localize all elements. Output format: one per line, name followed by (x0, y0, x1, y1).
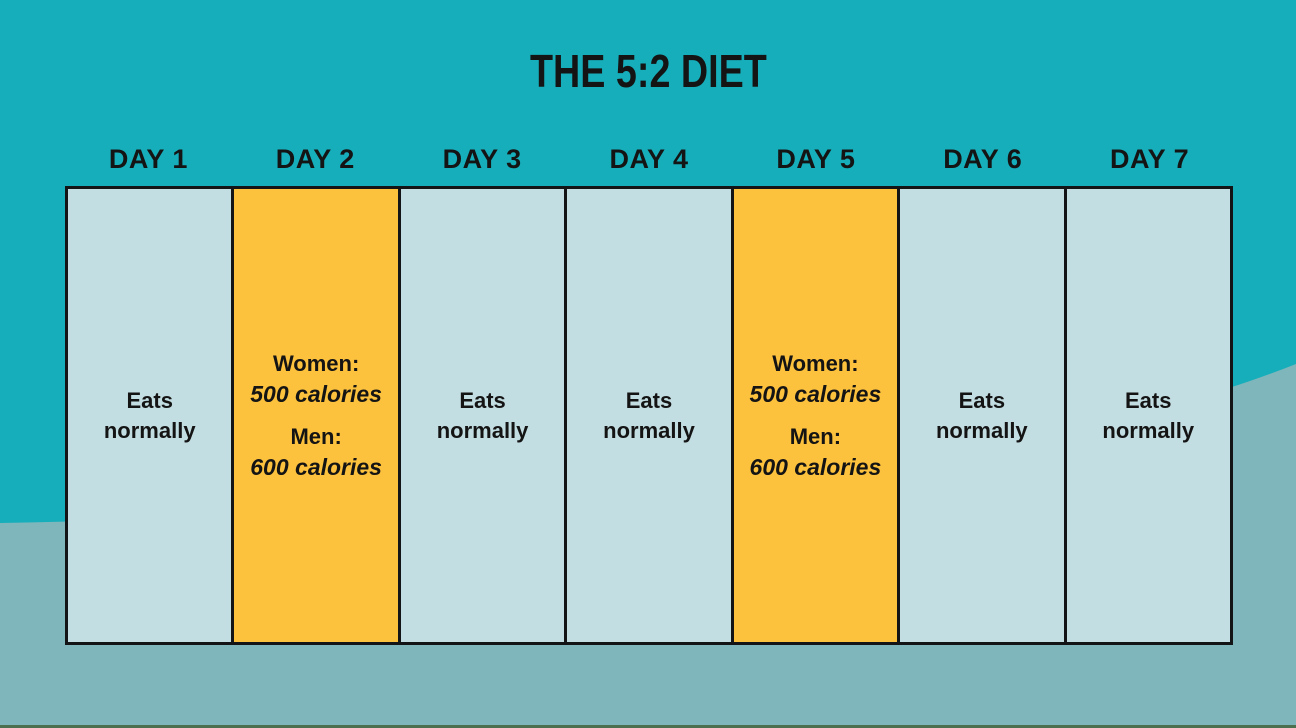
day-2-women-group: Women: 500 calories (250, 349, 382, 409)
day-3-text: Eats normally (436, 387, 529, 443)
day-2-men-calories: 600 calories (250, 454, 382, 480)
week-table: Eats normally Women: 500 calories Men: 6… (65, 186, 1233, 645)
bottom-edge-strip (0, 725, 1296, 728)
day-2-men-label: Men: (290, 424, 342, 449)
day-5-women-calories: 500 calories (749, 381, 882, 407)
day-2-women-label: Women: (272, 351, 360, 376)
day-5-men-group: Men: 600 calories (750, 422, 882, 482)
day-header-1: DAY 1 (108, 144, 188, 174)
day-header-2: DAY 2 (275, 144, 355, 174)
day-6-text: Eats normally (935, 387, 1028, 443)
day-column-5: Women: 500 calories Men: 600 calories (730, 189, 898, 642)
day-4-text: Eats normally (603, 387, 695, 443)
page-title-text: THE 5:2 DIET (529, 45, 767, 97)
day-column-4: Eats normally (564, 189, 731, 642)
day-header-3: DAY 3 (442, 144, 522, 174)
day-header-5: DAY 5 (776, 144, 856, 174)
day-column-3: Eats normally (397, 189, 565, 642)
day-7-text: Eats normally (1102, 387, 1195, 443)
day-column-6: Eats normally (897, 189, 1064, 642)
day-header-4: DAY 4 (609, 144, 689, 174)
day-5-men-label: Men: (789, 424, 842, 449)
day-header-7: DAY 7 (1110, 144, 1190, 174)
day-2-men-group: Men: 600 calories (250, 422, 382, 482)
day-header-row: DAY 1 DAY 2 DAY 3 DAY 4 DAY 5 DAY 6 DAY … (65, 144, 1233, 174)
day-5-men-calories: 600 calories (749, 454, 882, 480)
day-header-6: DAY 6 (943, 144, 1023, 174)
day-column-2: Women: 500 calories Men: 600 calories (231, 189, 398, 642)
day-1-text: Eats normally (103, 387, 196, 443)
day-column-7: Eats normally (1063, 189, 1230, 642)
day-column-1: Eats normally (68, 189, 232, 642)
day-2-women-calories: 500 calories (250, 381, 382, 407)
page-title: THE 5:2 DIET (0, 48, 1296, 94)
day-5-women-label: Women: (772, 351, 859, 376)
day-5-women-group: Women: 500 calories (750, 349, 882, 409)
